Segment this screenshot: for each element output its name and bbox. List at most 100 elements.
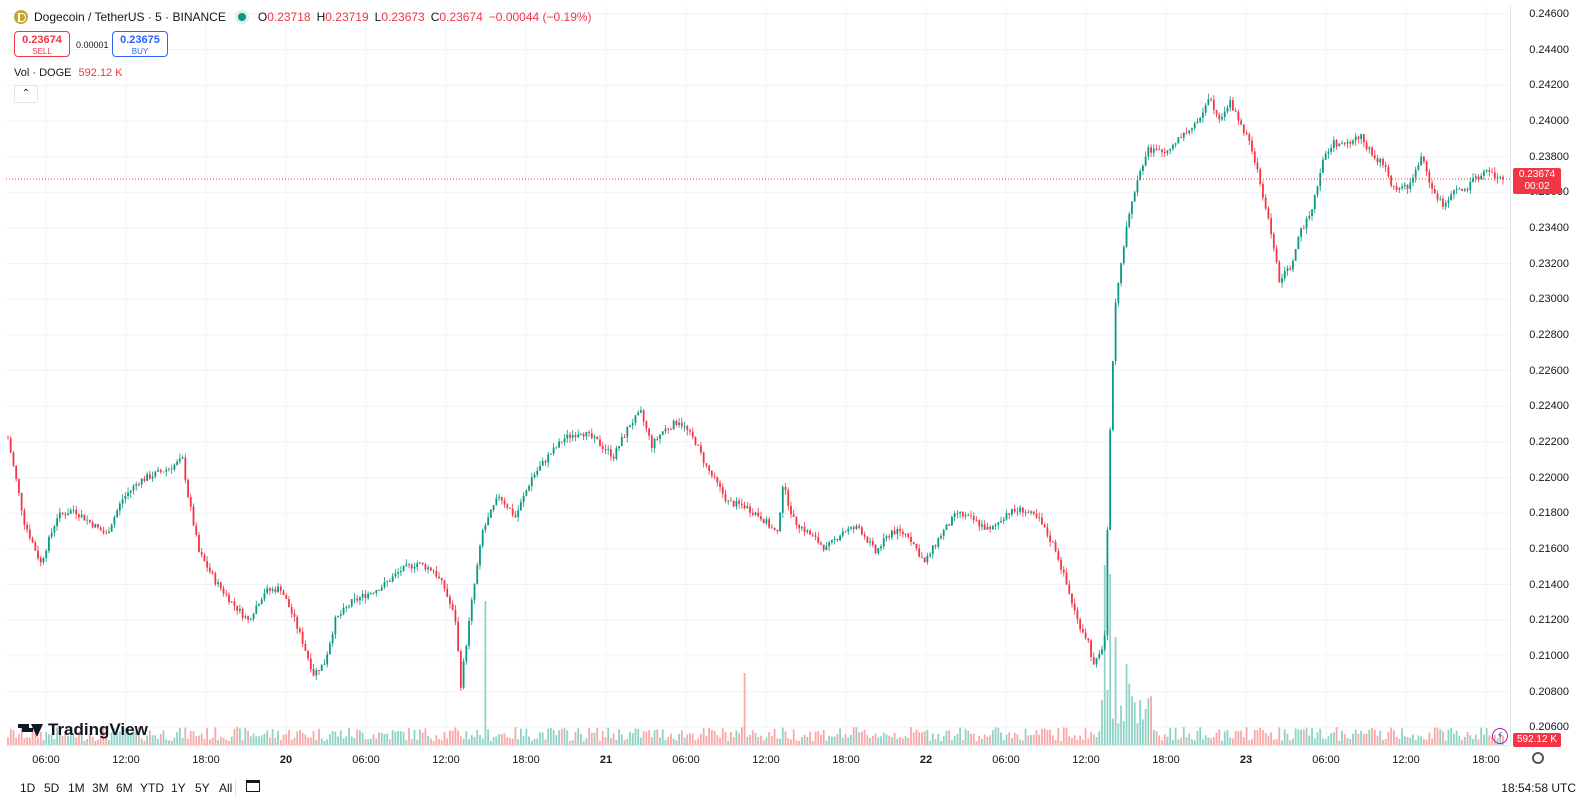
candle (773, 527, 776, 531)
volume-bar (1011, 738, 1013, 745)
range-button-1y[interactable]: 1Y (171, 781, 186, 795)
candle (369, 591, 372, 595)
volume-bar (664, 740, 667, 745)
volume-bar (1204, 735, 1207, 745)
volume-bar (110, 732, 113, 745)
candle (978, 519, 981, 531)
price-axis[interactable]: 0.24600 0.24400 0.24200 0.24000 0.23800 0.236… (1510, 5, 1592, 745)
candle (1232, 96, 1234, 111)
volume-bar (732, 737, 735, 745)
candle (1444, 200, 1447, 211)
candle (918, 544, 921, 558)
volume-bar (1152, 729, 1155, 745)
candle (953, 510, 956, 522)
range-button-5d[interactable]: 5D (44, 781, 60, 795)
tradingview-logo[interactable]: TradingView (18, 720, 148, 740)
candle (612, 453, 615, 462)
candle (39, 556, 42, 567)
candle (1207, 93, 1210, 106)
volume-bar (285, 734, 288, 745)
volume-bar (1483, 734, 1485, 745)
candle (208, 562, 211, 575)
candle (487, 512, 490, 526)
volume-bar (113, 728, 116, 745)
price-tick-label: 0.22400 (1529, 400, 1569, 413)
volume-bar (1450, 727, 1453, 745)
candle (1035, 508, 1038, 519)
candle (238, 604, 241, 614)
range-button-all[interactable]: All (219, 781, 233, 795)
ohlc-close: C0.23674 (430, 10, 483, 24)
candle (582, 432, 585, 441)
volume-bar (1193, 740, 1196, 745)
volume-bar (15, 737, 18, 745)
volume-bar (983, 734, 986, 745)
bottom-toolbar: 1D 5D 1M 3M 6M YTD 1Y 5Y All 18:54:58 UTC (0, 773, 1592, 809)
candle (991, 524, 994, 530)
price-change: −0.00044 (−0.19%) (488, 10, 592, 24)
candle (222, 585, 225, 597)
volume-bar (64, 730, 67, 745)
volume-bar (288, 729, 290, 745)
range-button-5y[interactable]: 5Y (195, 781, 210, 795)
candle (214, 571, 217, 587)
time-tick-label: 12:00 (432, 754, 460, 766)
candle (309, 653, 312, 673)
volume-bar (151, 735, 154, 745)
candle (116, 508, 119, 518)
candle (787, 487, 790, 511)
volume-bar (118, 731, 121, 745)
time-axis[interactable]: 06:00 12:00 18:00 20 06:00 12:00 18:00 21 06:00 1… (6, 745, 1510, 774)
bar-countdown: 00:02 (1524, 181, 1550, 192)
candle (148, 470, 151, 480)
volume-bar (127, 729, 129, 745)
candle (1152, 144, 1155, 158)
volume-bar (138, 727, 140, 745)
range-button-3m[interactable]: 3M (92, 781, 109, 795)
candle (828, 540, 831, 552)
last-price-tag: 0.23674 00:02 (1513, 168, 1561, 194)
candle (105, 529, 108, 535)
volume-bar (459, 736, 462, 745)
range-button-1m[interactable]: 1M (68, 781, 85, 795)
price-tick-label: 0.24400 (1529, 43, 1569, 56)
volume-bar (386, 733, 389, 745)
candle (1196, 118, 1199, 124)
volume-bar (394, 731, 397, 745)
candle (1289, 265, 1292, 271)
volume-bar (318, 728, 320, 745)
calendar-icon[interactable] (246, 780, 260, 792)
sell-price: 0.23674 (22, 34, 62, 46)
symbol-title[interactable]: Dogecoin / TetherUS · 5 · BINANCE (34, 10, 226, 24)
volume-bar (165, 739, 168, 745)
sell-button[interactable]: 0.23674 SELL (14, 31, 70, 57)
volume-bar (661, 729, 664, 745)
range-button-6m[interactable]: 6M (116, 781, 133, 795)
volume-bar (825, 740, 828, 745)
volume-bar (1030, 735, 1032, 745)
sell-label: SELL (32, 47, 52, 56)
candle (200, 548, 203, 558)
volume-bar (727, 740, 730, 745)
volume-bar (1111, 718, 1114, 745)
volume-bar (1081, 739, 1084, 745)
range-button-ytd[interactable]: YTD (140, 781, 164, 795)
candle (1038, 512, 1041, 522)
buy-button[interactable]: 0.23675 BUY (112, 31, 168, 57)
volume-bar (670, 733, 672, 745)
settings-icon[interactable] (1532, 752, 1544, 764)
volume-bar (184, 727, 187, 745)
price-chart[interactable] (6, 5, 1510, 745)
collapse-legend-button[interactable]: ⌃ (14, 85, 38, 103)
utc-clock[interactable]: 18:54:58 UTC (1501, 781, 1576, 795)
candle (198, 531, 200, 553)
flash-icon[interactable]: ⚡ (1492, 728, 1508, 744)
range-button-1d[interactable]: 1D (20, 781, 36, 795)
volume-bar (279, 740, 282, 745)
candle (146, 471, 149, 482)
volume-bar (1327, 736, 1330, 745)
volume-bar (1171, 739, 1174, 745)
candle (915, 543, 918, 552)
candle (1387, 164, 1390, 179)
price-tick-label: 0.24600 (1529, 7, 1569, 20)
